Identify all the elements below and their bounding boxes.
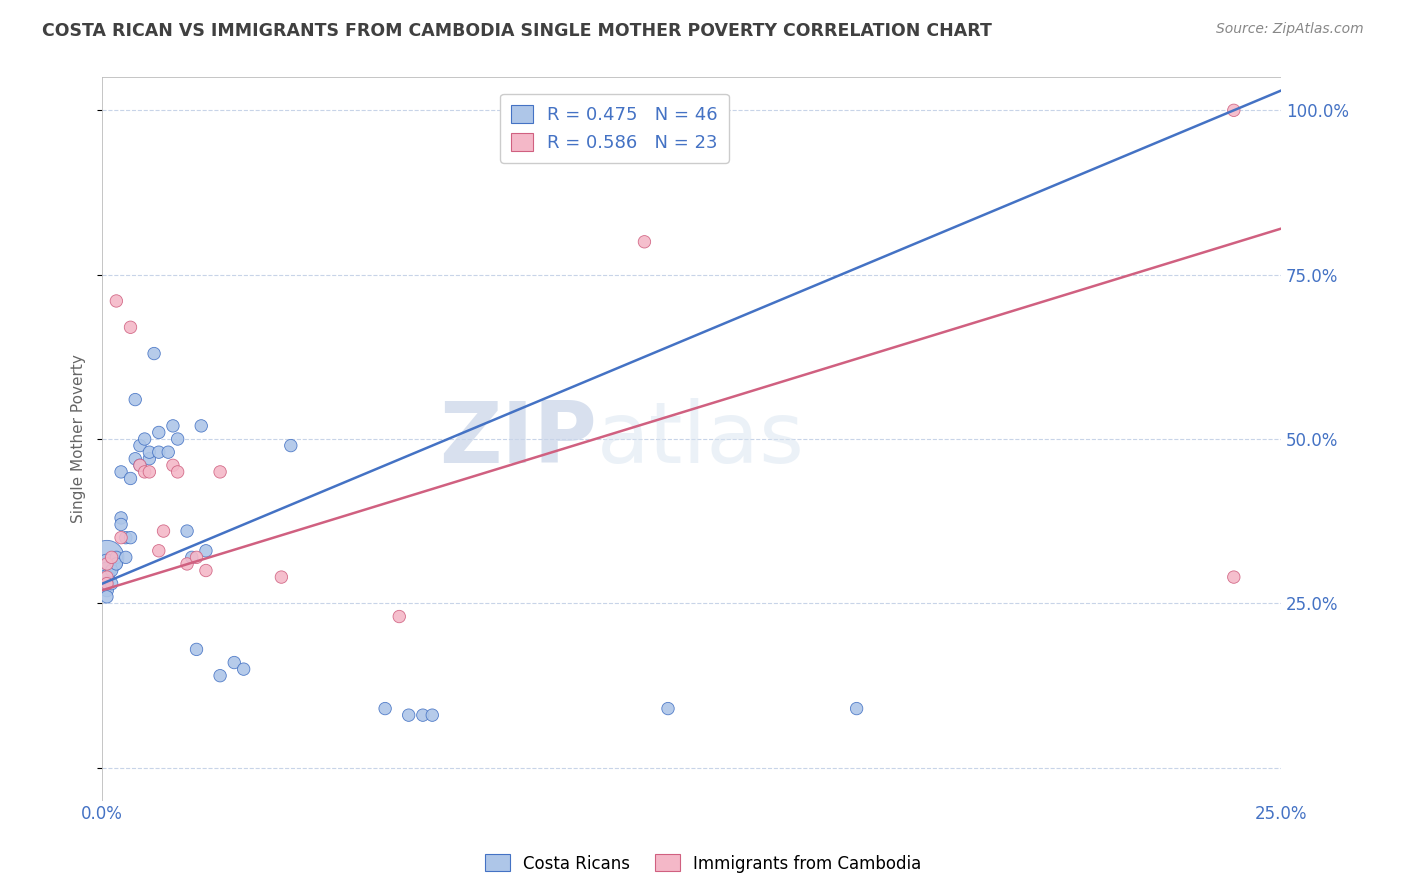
Point <box>194 564 217 578</box>
Point <box>194 543 217 558</box>
Point <box>124 451 146 466</box>
Point <box>224 656 246 670</box>
Point <box>124 392 146 407</box>
Point <box>633 235 655 249</box>
Legend: Costa Ricans, Immigrants from Cambodia: Costa Ricans, Immigrants from Cambodia <box>478 847 928 880</box>
Point <box>412 708 434 723</box>
Point <box>162 418 184 433</box>
Point <box>96 557 118 571</box>
Text: ZIP: ZIP <box>440 398 598 481</box>
Point <box>134 465 156 479</box>
Point <box>138 465 160 479</box>
Point <box>186 642 208 657</box>
Point <box>96 564 118 578</box>
Point <box>162 458 184 473</box>
Point <box>138 451 160 466</box>
Point <box>129 458 152 473</box>
Point <box>96 583 118 598</box>
Point <box>148 425 170 440</box>
Point <box>270 570 292 584</box>
Point <box>96 557 118 571</box>
Point <box>280 439 302 453</box>
Point <box>657 701 679 715</box>
Point <box>152 524 174 538</box>
Point <box>374 701 396 715</box>
Point <box>114 531 136 545</box>
Point <box>1223 103 1246 118</box>
Point <box>120 531 142 545</box>
Point <box>96 576 118 591</box>
Point <box>180 550 202 565</box>
Text: atlas: atlas <box>598 398 806 481</box>
Point <box>129 458 152 473</box>
Point <box>120 471 142 485</box>
Point <box>96 570 118 584</box>
Point <box>100 564 122 578</box>
Point <box>134 432 156 446</box>
Point <box>96 570 118 584</box>
Point <box>148 445 170 459</box>
Point <box>138 445 160 459</box>
Point <box>190 418 212 433</box>
Legend: R = 0.475   N = 46, R = 0.586   N = 23: R = 0.475 N = 46, R = 0.586 N = 23 <box>501 94 728 163</box>
Point <box>96 576 118 591</box>
Point <box>110 517 132 532</box>
Point <box>96 550 118 565</box>
Point <box>148 543 170 558</box>
Point <box>420 708 443 723</box>
Point <box>110 531 132 545</box>
Point <box>388 609 411 624</box>
Point <box>209 669 232 683</box>
Point <box>100 550 122 565</box>
Point <box>129 439 152 453</box>
Point <box>176 524 198 538</box>
Point <box>96 590 118 604</box>
Point <box>100 576 122 591</box>
Point <box>166 465 188 479</box>
Point <box>157 445 180 459</box>
Point <box>105 550 128 565</box>
Point <box>232 662 254 676</box>
Point <box>1223 570 1246 584</box>
Point <box>398 708 420 723</box>
Point <box>105 293 128 308</box>
Text: COSTA RICAN VS IMMIGRANTS FROM CAMBODIA SINGLE MOTHER POVERTY CORRELATION CHART: COSTA RICAN VS IMMIGRANTS FROM CAMBODIA … <box>42 22 993 40</box>
Point <box>110 465 132 479</box>
Point <box>110 511 132 525</box>
Text: Source: ZipAtlas.com: Source: ZipAtlas.com <box>1216 22 1364 37</box>
Point <box>176 557 198 571</box>
Point <box>186 550 208 565</box>
Point <box>120 320 142 334</box>
Point <box>209 465 232 479</box>
Point <box>114 550 136 565</box>
Point <box>166 432 188 446</box>
Y-axis label: Single Mother Poverty: Single Mother Poverty <box>72 355 86 524</box>
Point <box>105 557 128 571</box>
Point <box>143 346 166 360</box>
Point <box>845 701 868 715</box>
